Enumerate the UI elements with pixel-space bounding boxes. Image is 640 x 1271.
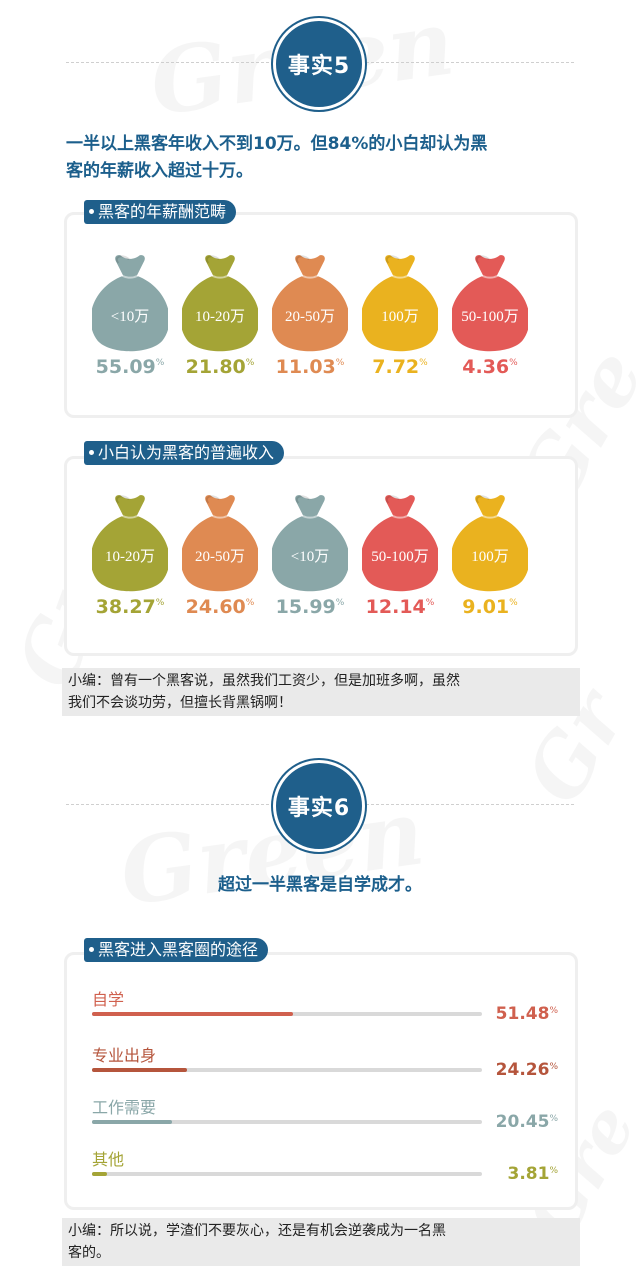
fact-5-headline: 一半以上黑客年收入不到10万。但84%的小白却认为黑 客的年薪收入超过十万。 bbox=[66, 131, 586, 185]
bar-track bbox=[92, 1120, 482, 1124]
bar-track bbox=[92, 1172, 482, 1176]
bag-percent-label: 12.14% bbox=[365, 596, 435, 618]
entry-path-title: 黑客进入黑客圈的途径 bbox=[84, 938, 269, 962]
money-bag-icon: 50-100万 bbox=[452, 252, 528, 354]
bag-percent-label: 38.27% bbox=[95, 596, 165, 618]
bar-value-label: 20.45% bbox=[495, 1112, 558, 1132]
note-line: 我们不会谈功劳，但擅长背黑锅啊！ bbox=[68, 695, 292, 711]
bar-fill bbox=[92, 1172, 107, 1176]
fact-6-badge: 事实6 bbox=[273, 760, 365, 852]
money-bag-icon: 50-100万 bbox=[362, 492, 438, 594]
bag-percent-label: 24.60% bbox=[185, 596, 255, 618]
bar-category-label: 自学 bbox=[92, 990, 125, 1009]
watermark: Green bbox=[114, 779, 430, 926]
note-line: 客的。 bbox=[68, 1245, 110, 1261]
headline-line: 一半以上黑客年收入不到10万。但84%的小白却认为黑 bbox=[66, 134, 488, 154]
entry-path-panel bbox=[64, 952, 578, 1210]
editor-note-2: 小编：所以说，学渣们不要灰心，还是有机会逆袭成为一名黑 客的。 bbox=[62, 1218, 580, 1266]
bag-percent-label: 4.36% bbox=[462, 356, 518, 378]
headline-line: 客的年薪收入超过十万。 bbox=[66, 161, 253, 181]
salary-range-title: 黑客的年薪酬范畴 bbox=[84, 200, 237, 224]
bag-percent-label: 55.09% bbox=[95, 356, 165, 378]
bag-category-label: 100万 bbox=[471, 549, 509, 565]
note-line: 小编：曾有一个黑客说，虽然我们工资少，但是加班多啊，虽然 bbox=[68, 673, 460, 689]
money-bag-icon: 100万 bbox=[452, 492, 528, 594]
note-line: 小编：所以说，学渣们不要灰心，还是有机会逆袭成为一名黑 bbox=[68, 1223, 446, 1239]
bag-percent-label: 9.01% bbox=[462, 596, 518, 618]
bar-category-label: 专业出身 bbox=[92, 1046, 157, 1065]
bag-category-label: 10-20万 bbox=[195, 309, 245, 325]
bar-value-label: 3.81% bbox=[507, 1164, 558, 1184]
bag-percent-label: 11.03% bbox=[275, 356, 345, 378]
fact-6-headline: 超过一半黑客是自学成才。 bbox=[218, 875, 422, 895]
bag-category-label: 50-100万 bbox=[371, 549, 429, 565]
bag-percent-label: 7.72% bbox=[372, 356, 428, 378]
bar-category-label: 其他 bbox=[92, 1150, 125, 1169]
bar-fill bbox=[92, 1068, 187, 1072]
money-bag-icon: 20-50万 bbox=[182, 492, 258, 594]
bag-category-label: <10万 bbox=[290, 549, 330, 565]
money-bag-icon: <10万 bbox=[92, 252, 168, 354]
fact-5-badge: 事实5 bbox=[273, 18, 365, 110]
bag-category-label: <10万 bbox=[110, 309, 150, 325]
bag-category-label: 100万 bbox=[381, 309, 419, 325]
money-bag-icon: 100万 bbox=[362, 252, 438, 354]
bar-track bbox=[92, 1068, 482, 1072]
bar-value-label: 51.48% bbox=[495, 1004, 558, 1024]
money-bag-icon: 10-20万 bbox=[92, 492, 168, 594]
bag-category-label: 20-50万 bbox=[285, 309, 335, 325]
bar-fill bbox=[92, 1120, 172, 1124]
bar-value-label: 24.26% bbox=[495, 1060, 558, 1080]
bar-category-label: 工作需要 bbox=[92, 1098, 157, 1117]
money-bag-icon: <10万 bbox=[272, 492, 348, 594]
money-bag-icon: 20-50万 bbox=[272, 252, 348, 354]
bag-percent-label: 15.99% bbox=[275, 596, 345, 618]
bar-fill bbox=[92, 1012, 293, 1016]
editor-note-1: 小编：曾有一个黑客说，虽然我们工资少，但是加班多啊，虽然 我们不会谈功劳，但擅长… bbox=[62, 668, 580, 716]
perceived-income-title: 小白认为黑客的普遍收入 bbox=[84, 441, 285, 465]
bar-track bbox=[92, 1012, 482, 1016]
bag-category-label: 10-20万 bbox=[105, 549, 155, 565]
bag-category-label: 50-100万 bbox=[461, 309, 519, 325]
bag-percent-label: 21.80% bbox=[185, 356, 255, 378]
bag-category-label: 20-50万 bbox=[195, 549, 245, 565]
money-bag-icon: 10-20万 bbox=[182, 252, 258, 354]
